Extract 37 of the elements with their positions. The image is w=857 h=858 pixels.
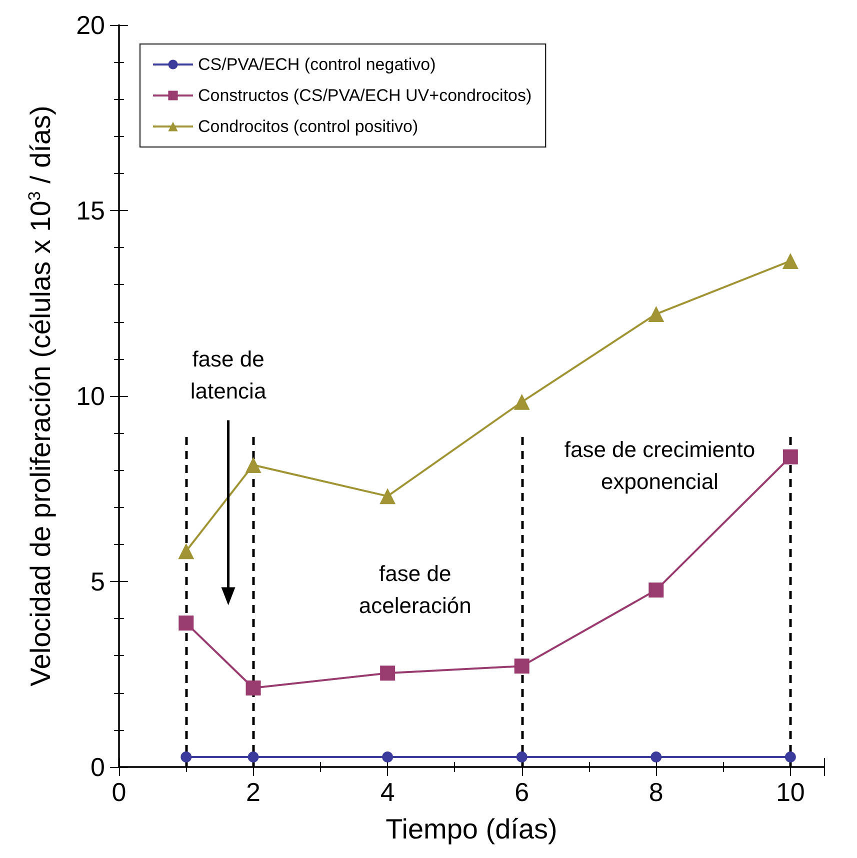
x-tick-label: 10 [776, 777, 805, 807]
point [784, 751, 796, 762]
point [178, 616, 194, 631]
point [514, 658, 530, 674]
y-axis-title: Velocidad de proliferación (células x 103 / días) [25, 106, 56, 686]
legend-label: CS/PVA/ECH (control negativo) [198, 55, 436, 74]
point [178, 543, 194, 560]
point [650, 751, 662, 762]
point [648, 306, 664, 322]
y-tick-label: 5 [90, 566, 105, 596]
point [246, 680, 261, 696]
x-axis-title: Tiempo (días) [386, 814, 558, 844]
point [782, 252, 798, 269]
point [248, 751, 259, 762]
point [648, 582, 664, 598]
point [782, 449, 798, 464]
point [514, 394, 530, 410]
y-tick-label: 20 [76, 10, 105, 40]
annotation: fase de aceleración [358, 561, 472, 618]
annotation: fase de crecimiento exponencial [564, 437, 756, 494]
y-tick-label: 10 [76, 381, 105, 411]
x-tick-label: 4 [380, 777, 395, 807]
point [380, 666, 396, 681]
legend-label: Constructos (CS/PVA/ECH UV+condrocitos) [198, 86, 532, 105]
annotation: fase de latencia [190, 346, 267, 404]
y-tick-label: 15 [76, 196, 105, 226]
x-tick-label: 2 [246, 777, 261, 807]
legend-label: Condrocitos (control positivo) [198, 117, 418, 136]
point [180, 751, 192, 762]
point [382, 751, 394, 762]
x-tick-label: 6 [514, 777, 530, 807]
y-tick-label: 0 [90, 752, 105, 782]
x-tick-label: 0 [112, 777, 126, 807]
point [245, 457, 262, 474]
point [516, 751, 528, 762]
point [380, 488, 396, 504]
x-tick-label: 8 [648, 777, 664, 807]
